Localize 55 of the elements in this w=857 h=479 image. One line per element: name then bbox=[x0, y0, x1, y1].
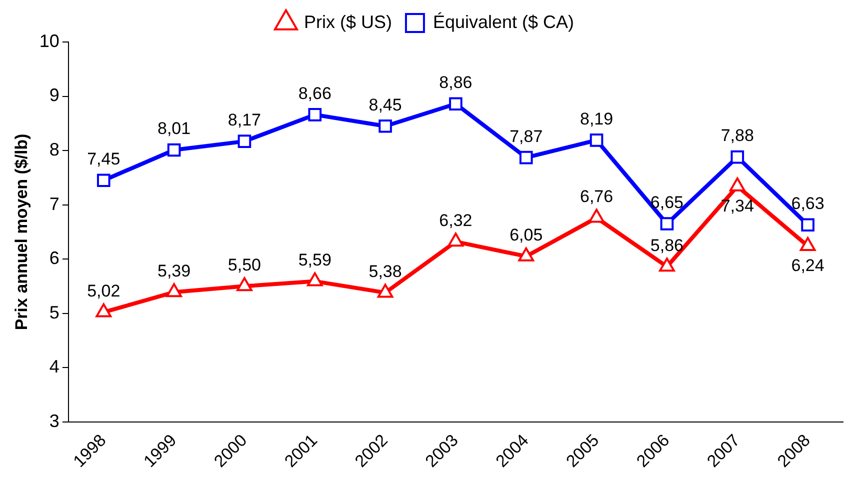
data-label: 6,32 bbox=[439, 210, 472, 230]
point bbox=[519, 150, 533, 164]
y-tick-label: 8 bbox=[49, 139, 60, 160]
data-label: 8,19 bbox=[580, 109, 614, 128]
point bbox=[96, 303, 112, 318]
y-tick-label: 9 bbox=[49, 85, 60, 106]
data-label: 8,66 bbox=[298, 84, 332, 103]
data-label: 6,05 bbox=[510, 226, 543, 245]
legend-label: Prix ($ US) bbox=[304, 12, 392, 32]
point bbox=[378, 119, 392, 133]
point bbox=[800, 237, 816, 252]
point bbox=[236, 277, 252, 292]
point bbox=[306, 272, 323, 286]
point bbox=[377, 284, 394, 298]
point bbox=[166, 283, 182, 298]
data-label: 7,87 bbox=[510, 126, 543, 146]
point bbox=[730, 150, 744, 164]
y-tick-label: 10 bbox=[39, 30, 60, 51]
data-label: 5,59 bbox=[298, 250, 332, 270]
y-tick-label: 6 bbox=[49, 248, 60, 268]
point bbox=[448, 232, 464, 247]
y-tick-label: 4 bbox=[49, 356, 60, 377]
point bbox=[590, 134, 604, 147]
data-label: 7,45 bbox=[87, 150, 120, 169]
point bbox=[449, 97, 462, 111]
data-label: 8,17 bbox=[228, 110, 262, 130]
y-tick-label: 5 bbox=[49, 302, 60, 322]
y-tick-label: 3 bbox=[49, 410, 60, 431]
data-label: 5,02 bbox=[87, 281, 120, 300]
point bbox=[96, 174, 110, 188]
point bbox=[308, 108, 322, 122]
point bbox=[588, 208, 604, 223]
data-label: 6,76 bbox=[580, 186, 614, 206]
data-label: 8,45 bbox=[368, 95, 402, 114]
point bbox=[659, 258, 675, 272]
legend-label: Équivalent ($ CA) bbox=[432, 12, 574, 32]
point bbox=[801, 218, 814, 232]
y-axis-title: Prix annuel moyen ($/lb) bbox=[12, 134, 31, 330]
point bbox=[167, 143, 181, 157]
data-label: 7,34 bbox=[720, 196, 754, 216]
data-label: 8,86 bbox=[439, 73, 472, 92]
data-label: 5,38 bbox=[368, 262, 402, 281]
data-label: 8,01 bbox=[158, 119, 191, 138]
data-label: 6,65 bbox=[650, 192, 684, 212]
point bbox=[729, 177, 746, 192]
data-label: 5,39 bbox=[158, 261, 191, 280]
data-label: 6,24 bbox=[791, 256, 824, 276]
data-label: 5,50 bbox=[228, 255, 262, 274]
y-tick-label: 7 bbox=[49, 194, 60, 214]
data-label: 6,63 bbox=[791, 194, 824, 214]
point bbox=[518, 247, 534, 262]
point bbox=[238, 134, 252, 148]
data-label: 7,88 bbox=[720, 126, 754, 146]
point bbox=[660, 217, 674, 230]
data-label: 5,86 bbox=[650, 236, 684, 255]
